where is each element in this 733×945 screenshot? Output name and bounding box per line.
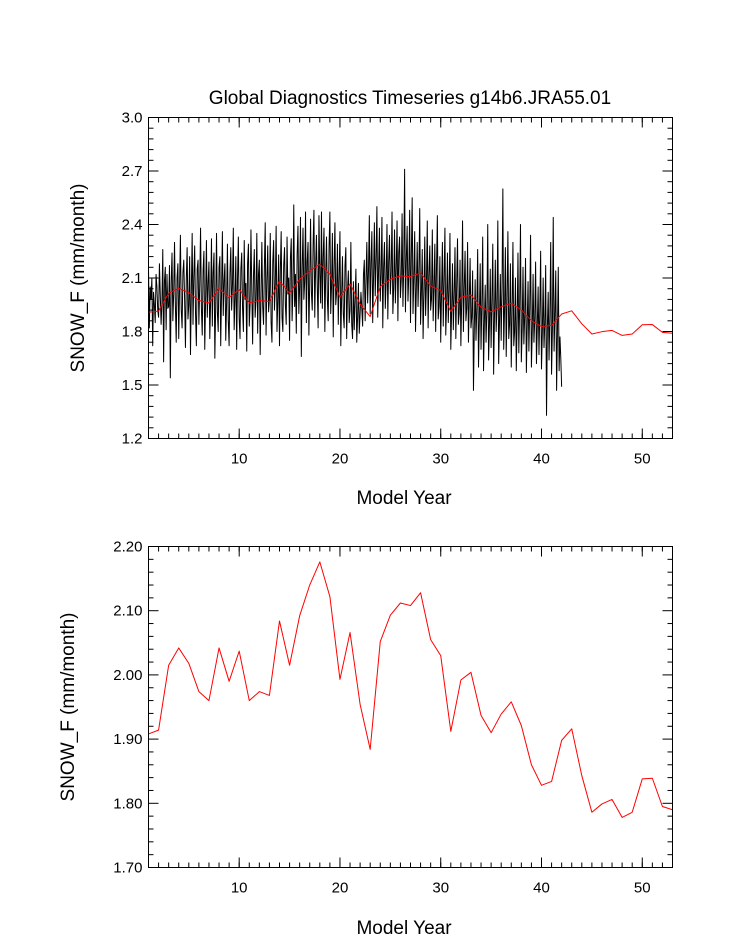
- top-series-annual-mean: [148, 263, 673, 336]
- bottom-y-axis-label: SNOW_F (mm/month): [58, 613, 79, 802]
- bottom-x-axis-label: Model Year: [356, 918, 452, 939]
- bottom-ytick-labels: 1.70 1.80 1.90 2.00 2.10 2.20: [113, 539, 142, 877]
- top-ytick-label: 2.7: [122, 163, 143, 180]
- bottom-xtick-label: 10: [231, 880, 248, 897]
- bottom-xtick-label: 20: [332, 880, 349, 897]
- bottom-ytick-label: 2.10: [113, 603, 142, 620]
- bottom-plot-lines: [148, 561, 673, 818]
- bottom-xtick-labels: 10 20 30 40 50: [231, 880, 651, 897]
- top-xtick-label: 30: [432, 451, 449, 468]
- bottom-xtick-label: 50: [634, 880, 651, 897]
- top-ytick-labels: 1.2 1.5 1.8 2.1 2.4 2.7 3.0: [122, 110, 143, 448]
- top-plot-lines: [148, 168, 673, 416]
- top-xtick-labels: 10 20 30 40 50: [231, 451, 651, 468]
- top-ytick-label: 1.8: [122, 324, 143, 341]
- top-chart: Global Diagnostics Timeseries g14b6.JRA5…: [68, 88, 673, 509]
- bottom-series-annual-mean: [148, 561, 673, 818]
- bottom-tick-marks: [148, 546, 673, 868]
- top-ytick-label: 1.2: [122, 431, 143, 448]
- bottom-plot-frame: [148, 546, 673, 868]
- bottom-ytick-label: 2.00: [113, 667, 142, 684]
- top-xtick-label: 20: [332, 451, 349, 468]
- top-xtick-label: 40: [533, 451, 550, 468]
- bottom-chart: 1.70 1.80 1.90 2.00 2.10 2.20 10 20 30 40 50 Mode…: [58, 539, 673, 939]
- top-x-axis-label: Model Year: [356, 488, 452, 509]
- bottom-ytick-label: 1.70: [113, 860, 142, 877]
- top-ytick-label: 3.0: [122, 110, 143, 127]
- top-xtick-label: 10: [231, 451, 248, 468]
- top-y-axis-label: SNOW_F (mm/month): [68, 184, 89, 373]
- bottom-ytick-label: 1.80: [113, 795, 142, 812]
- top-plot-frame: [148, 117, 673, 439]
- top-ytick-label: 2.4: [122, 217, 143, 234]
- bottom-xtick-label: 30: [432, 880, 449, 897]
- bottom-ytick-label: 1.90: [113, 731, 142, 748]
- top-series-monthly: [148, 168, 563, 416]
- chart-title: Global Diagnostics Timeseries g14b6.JRA5…: [209, 88, 611, 109]
- top-xtick-label: 50: [634, 451, 651, 468]
- bottom-ytick-label: 2.20: [113, 539, 142, 556]
- bottom-xtick-label: 40: [533, 880, 550, 897]
- top-ytick-label: 2.1: [122, 270, 143, 287]
- top-ytick-label: 1.5: [122, 377, 143, 394]
